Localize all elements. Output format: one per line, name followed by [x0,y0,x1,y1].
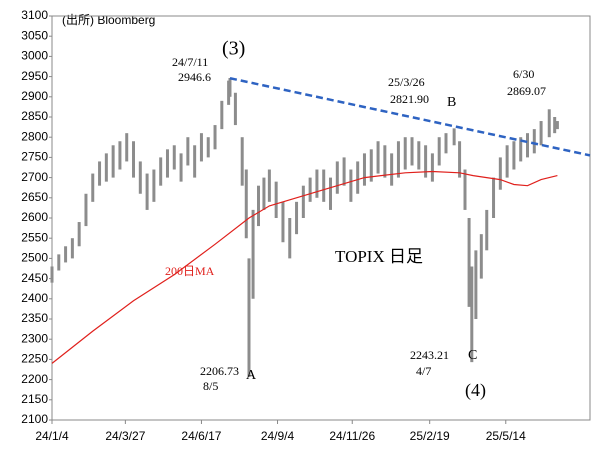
y-tick-label: 2400 [21,291,48,305]
y-tick-label: 2850 [21,109,48,123]
annotation: (3) [222,38,245,60]
annotation: C [468,348,477,363]
annotation: (4) [465,380,486,401]
annotation: 4/7 [416,364,431,378]
annotation: B [447,95,456,110]
annotation: 2243.21 [410,348,449,362]
y-tick-label: 2950 [21,69,48,83]
y-tick-label: 3050 [21,28,48,42]
annotation: A [246,368,257,383]
series-label: TOPIX 日足 [335,247,423,266]
y-tick-label: 2650 [21,190,48,204]
x-tick-label: 25/2/19 [410,429,450,443]
annotation: 2206.73 [200,364,239,378]
y-tick-label: 2150 [21,392,48,406]
x-tick-label: 25/5/14 [486,429,526,443]
y-tick-label: 2350 [21,311,48,325]
plot-frame [51,15,591,421]
x-tick-label: 24/11/26 [329,429,375,443]
trend-line [229,76,591,157]
annotation: 24/7/11 [172,55,208,69]
annotation: 25/3/26 [388,75,425,89]
y-tick-label: 2750 [21,150,48,164]
annotation: 6/30 [513,67,534,81]
source-note: (出所) Bloomberg [62,13,155,27]
y-tick-label: 3000 [21,49,48,63]
series-label: 200日MA [165,264,215,278]
y-tick-label: 3100 [21,8,48,22]
y-tick-label: 2500 [21,251,48,265]
y-tick-label: 2800 [21,129,48,143]
annotation: 8/5 [203,379,218,393]
annotation: 2946.6 [178,70,211,84]
y-tick-label: 2100 [21,412,48,426]
moving-average-line [51,170,558,364]
annotation: 2869.07 [507,84,546,98]
y-tick-label: 2300 [21,331,48,345]
y-tick-label: 2700 [21,170,48,184]
y-tick-label: 2450 [21,271,48,285]
x-tick-label: 24/6/17 [181,429,221,443]
x-tick-label: 24/1/4 [35,429,69,443]
y-tick-label: 2200 [21,372,48,386]
y-tick-label: 2250 [21,352,48,366]
x-tick-label: 24/9/4 [261,429,295,443]
y-tick-label: 2550 [21,230,48,244]
annotation: 2821.90 [390,92,429,106]
x-tick-label: 24/3/27 [105,429,145,443]
y-tick-label: 2900 [21,89,48,103]
y-tick-label: 2600 [21,210,48,224]
